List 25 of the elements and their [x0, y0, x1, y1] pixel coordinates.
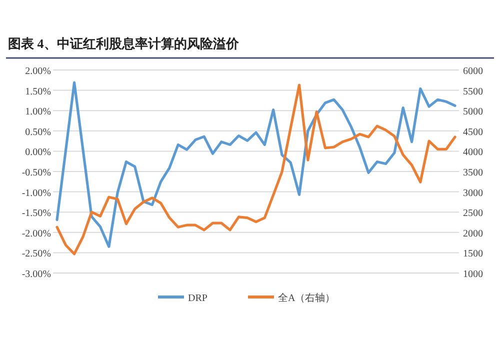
y-tick-label: -2.00% — [22, 228, 51, 240]
y2-tick-label: 3000 — [463, 188, 483, 199]
y-tick-label: -1.00% — [22, 188, 51, 199]
y2-tick-label: 4500 — [463, 126, 483, 138]
y2-tick-label: 5500 — [463, 86, 483, 98]
y2-tick-label: 5000 — [463, 106, 483, 118]
y-tick-label: 2.00% — [25, 66, 51, 77]
legend-label: 全A（右轴） — [278, 292, 336, 304]
y2-tick-label: 6000 — [463, 66, 483, 77]
y-tick-label: -2.50% — [22, 248, 51, 260]
y2-tick-label: 1500 — [463, 248, 483, 260]
y2-tick-label: 2500 — [463, 208, 483, 220]
y2-tick-label: 2000 — [463, 228, 483, 240]
y-tick-label: -3.00% — [22, 269, 51, 280]
y-tick-label: 0.50% — [25, 126, 51, 138]
y-tick-label: 1.50% — [25, 86, 51, 98]
y-tick-label: 1.00% — [25, 106, 51, 118]
y2-tick-label: 4000 — [463, 147, 483, 158]
legend-label: DRP — [188, 293, 208, 304]
y-tick-label: -1.50% — [22, 208, 51, 220]
title: 图表 4、中证红利股息率计算的风险溢价 — [8, 36, 239, 51]
y-tick-label: -0.50% — [22, 168, 51, 178]
y-tick-label: 0.00% — [25, 147, 51, 158]
y2-tick-label: 1000 — [463, 269, 483, 280]
y2-tick-label: 3500 — [463, 168, 483, 178]
